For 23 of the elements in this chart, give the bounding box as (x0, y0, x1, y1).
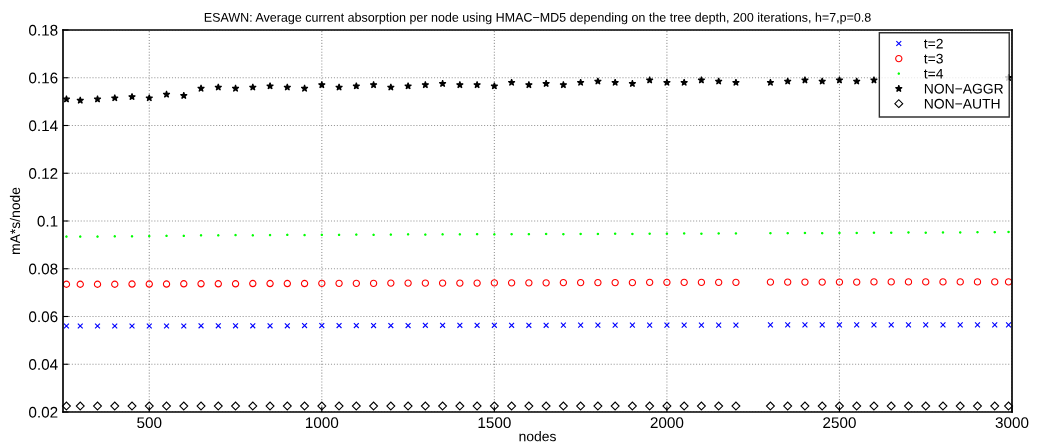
x-tick-label: 3000 (995, 417, 1029, 429)
y-tick-label: 0.14 (29, 120, 58, 132)
x-axis-title: nodes (519, 431, 556, 442)
x-tick-label: 1000 (305, 417, 339, 429)
chart-title: ESAWN: Average current absorption per node using HMAC−MD5 depending on the tree depth, 200 iterations, h=7,p=0.8 (204, 12, 871, 25)
legend-label: t=2 (924, 38, 943, 49)
y-tick-label: 0.12 (29, 168, 58, 179)
x-tick-label: 500 (137, 417, 162, 429)
y-tick-label: 0.08 (29, 263, 58, 275)
y-axis-title: mA*s/node (9, 187, 21, 255)
y-tick-label: 0.18 (29, 24, 58, 36)
legend-label: NON−AGGR (924, 83, 1004, 94)
y-tick-label: 0.16 (29, 72, 58, 84)
legend-label: t=3 (924, 53, 943, 64)
y-tick-label: 0.04 (29, 359, 58, 370)
y-tick-label: 0.1 (37, 215, 58, 227)
y-tick-label: 0.02 (29, 406, 58, 418)
x-tick-label: 2000 (650, 417, 684, 429)
legend-label: t=4 (924, 68, 944, 79)
legend-label: NON−AUTH (924, 98, 1000, 109)
x-tick-label: 2500 (823, 417, 856, 429)
y-tick-label: 0.06 (29, 311, 58, 323)
x-tick-label: 1500 (478, 417, 511, 429)
